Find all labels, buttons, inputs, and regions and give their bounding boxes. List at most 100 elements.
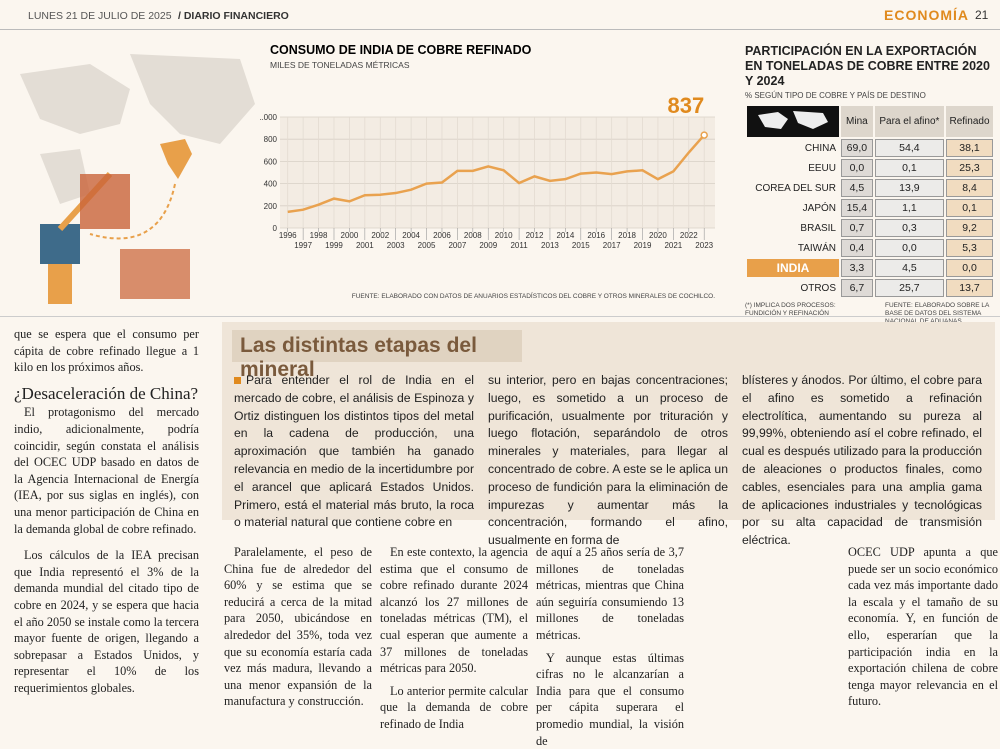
chart-subtitle: MILES DE TONELADAS MÉTRICAS xyxy=(270,60,410,70)
chart-source: FUENTE: ELABORADO CON DATOS DE ANUARIOS … xyxy=(352,291,715,300)
table-source: FUENTE: ELABORADO SOBRE LA BASE DE DATOS… xyxy=(885,302,990,325)
page-number: 21 xyxy=(975,8,989,22)
sidebar-column: Para entender el rol de India en el merc… xyxy=(234,372,474,532)
divider xyxy=(0,316,1000,317)
table-notes: (*) IMPLICA DOS PROCESOS: FUNDICIÓN Y RE… xyxy=(745,302,995,326)
table-row: CHINA 69,0 54,4 38,1 xyxy=(747,139,993,157)
page-header: LUNES 21 DE JULIO DE 2025 / DIARIO FINAN… xyxy=(0,0,1000,30)
date: LUNES 21 DE JULIO DE 2025 xyxy=(28,10,172,22)
table-row: EEUU 0,0 0,1 25,3 xyxy=(747,159,993,177)
end-point xyxy=(700,131,708,139)
paragraph: Lo anterior permite calcular que la dema… xyxy=(380,683,528,731)
x-tick-label: 2011 xyxy=(510,241,528,250)
column-header: Para el afino* xyxy=(874,106,945,137)
x-tick-label: 2001 xyxy=(356,241,374,250)
x-tick-label: 2008 xyxy=(464,231,482,240)
cell: 3,3 xyxy=(841,259,873,277)
world-map xyxy=(20,54,255,204)
table-row: JAPÓN 15,4 1,1 0,1 xyxy=(747,199,993,217)
x-tick-label: 2002 xyxy=(371,231,389,240)
x-tick-label: 2020 xyxy=(649,231,667,240)
cell: 5,3 xyxy=(946,239,993,257)
x-tick-label: 2016 xyxy=(587,231,605,240)
table-row: TAIWÁN 0,4 0,0 5,3 xyxy=(747,239,993,257)
plot-background xyxy=(280,117,715,228)
paragraph: El protagonismo del mercado indio, adici… xyxy=(14,405,199,536)
india-shape xyxy=(160,139,192,179)
article-column: OCEC UDP apunta a que puede ser un socio… xyxy=(848,544,998,710)
x-tick-label: 2009 xyxy=(479,241,497,250)
x-tick-label: 1998 xyxy=(310,231,328,240)
paragraph: que se espera que el consumo per cápita … xyxy=(14,327,199,375)
cell: 25,7 xyxy=(874,279,945,297)
header-row: Mina Para el afino* Refinado xyxy=(747,106,993,137)
x-tick-label: 1996 xyxy=(279,231,297,240)
cell: 0,3 xyxy=(874,219,945,237)
table-row: BRASIL 0,7 0,3 9,2 xyxy=(747,219,993,237)
paragraph: Los cálculos de la IEA precisan que Indi… xyxy=(14,548,199,695)
paragraph: En este contexto, la agencia estima que … xyxy=(380,545,528,676)
table-title: PARTICIPACIÓN EN LA EXPORTACIÓN EN TONEL… xyxy=(745,44,990,88)
x-tick-label: 2005 xyxy=(418,241,436,250)
x-tick-label: 2000 xyxy=(341,231,359,240)
subheading: ¿Desaceleración de China? xyxy=(14,383,199,403)
row-label: CHINA xyxy=(804,142,836,154)
page: LUNES 21 DE JULIO DE 2025 / DIARIO FINAN… xyxy=(0,0,1000,678)
x-tick-label: 2010 xyxy=(495,231,513,240)
table-row: COREA DEL SUR 4,5 13,9 8,4 xyxy=(747,179,993,197)
export-table: PARTICIPACIÓN EN LA EXPORTACIÓN EN TONEL… xyxy=(745,44,995,326)
cell: 13,7 xyxy=(946,279,993,297)
article-column: de aquí a 25 años sería de 3,7 millones … xyxy=(536,544,684,749)
x-tick-label: 2004 xyxy=(402,231,420,240)
section: ECONOMÍA xyxy=(884,7,969,23)
chart: CONSUMO DE INDIA DE COBRE REFINADO MILES… xyxy=(260,43,715,300)
x-tick-label: 1997 xyxy=(294,241,312,250)
x-tick-label: 2007 xyxy=(448,241,466,250)
cell: 25,3 xyxy=(946,159,993,177)
y-tick-label: 800 xyxy=(264,135,278,144)
row-label: COREA DEL SUR xyxy=(755,182,836,194)
paragraph: de aquí a 25 años sería de 3,7 millones … xyxy=(536,545,684,642)
x-tick-label: 2006 xyxy=(433,231,451,240)
cell: 0,1 xyxy=(874,159,945,177)
x-tick-label: 2012 xyxy=(526,231,544,240)
cell: 13,9 xyxy=(874,179,945,197)
cell: 0,0 xyxy=(874,239,945,257)
cell: 69,0 xyxy=(841,139,873,157)
y-tick-label: 600 xyxy=(264,157,278,166)
x-tick-label: 2022 xyxy=(680,231,698,240)
cell: 8,4 xyxy=(946,179,993,197)
cell: 54,4 xyxy=(874,139,945,157)
publication: / DIARIO FINANCIERO xyxy=(178,10,289,22)
row-label: JAPÓN xyxy=(802,202,836,214)
cell: 0,7 xyxy=(841,219,873,237)
cell: 0,1 xyxy=(946,199,993,217)
paragraph: OCEC UDP apunta a que puede ser un socio… xyxy=(848,545,998,709)
illustration xyxy=(20,54,255,304)
line xyxy=(287,134,706,214)
table-subtitle: % SEGÚN TIPO DE COBRE Y PAÍS DE DESTINO xyxy=(745,91,926,100)
y-tick-label: 400 xyxy=(264,180,278,189)
x-tick-label: 2003 xyxy=(387,241,405,250)
row-label: TAIWÁN xyxy=(797,242,836,254)
article-column: En este contexto, la agencia estima que … xyxy=(380,544,528,733)
y-tick-label: 200 xyxy=(264,202,278,211)
x-tick-label: 2018 xyxy=(618,231,636,240)
cell: 38,1 xyxy=(946,139,993,157)
sidebar: Las distintas etapas del mineral Para en… xyxy=(222,322,995,547)
table-row: OTROS 6,7 25,7 13,7 xyxy=(747,279,993,297)
paragraph: Y aunque estas últimas cifras no le alca… xyxy=(536,650,684,748)
x-tick-label: 2019 xyxy=(634,241,652,250)
cell: 1,1 xyxy=(874,199,945,217)
y-tick-label: 1.000 xyxy=(260,113,278,122)
x-tick-label: 2015 xyxy=(572,241,590,250)
row-label: EEUU xyxy=(808,162,836,174)
data-label: 837 xyxy=(667,93,704,118)
sidebar-column: su interior, pero en bajas concentracion… xyxy=(488,373,728,548)
table-note: (*) IMPLICA DOS PROCESOS: FUNDICIÓN Y RE… xyxy=(745,302,836,317)
route xyxy=(89,183,176,240)
x-tick-label: 2017 xyxy=(603,241,621,250)
x-tick-label: 2014 xyxy=(556,231,574,240)
cell: 4,5 xyxy=(874,259,945,277)
column-header: Refinado xyxy=(946,106,993,137)
